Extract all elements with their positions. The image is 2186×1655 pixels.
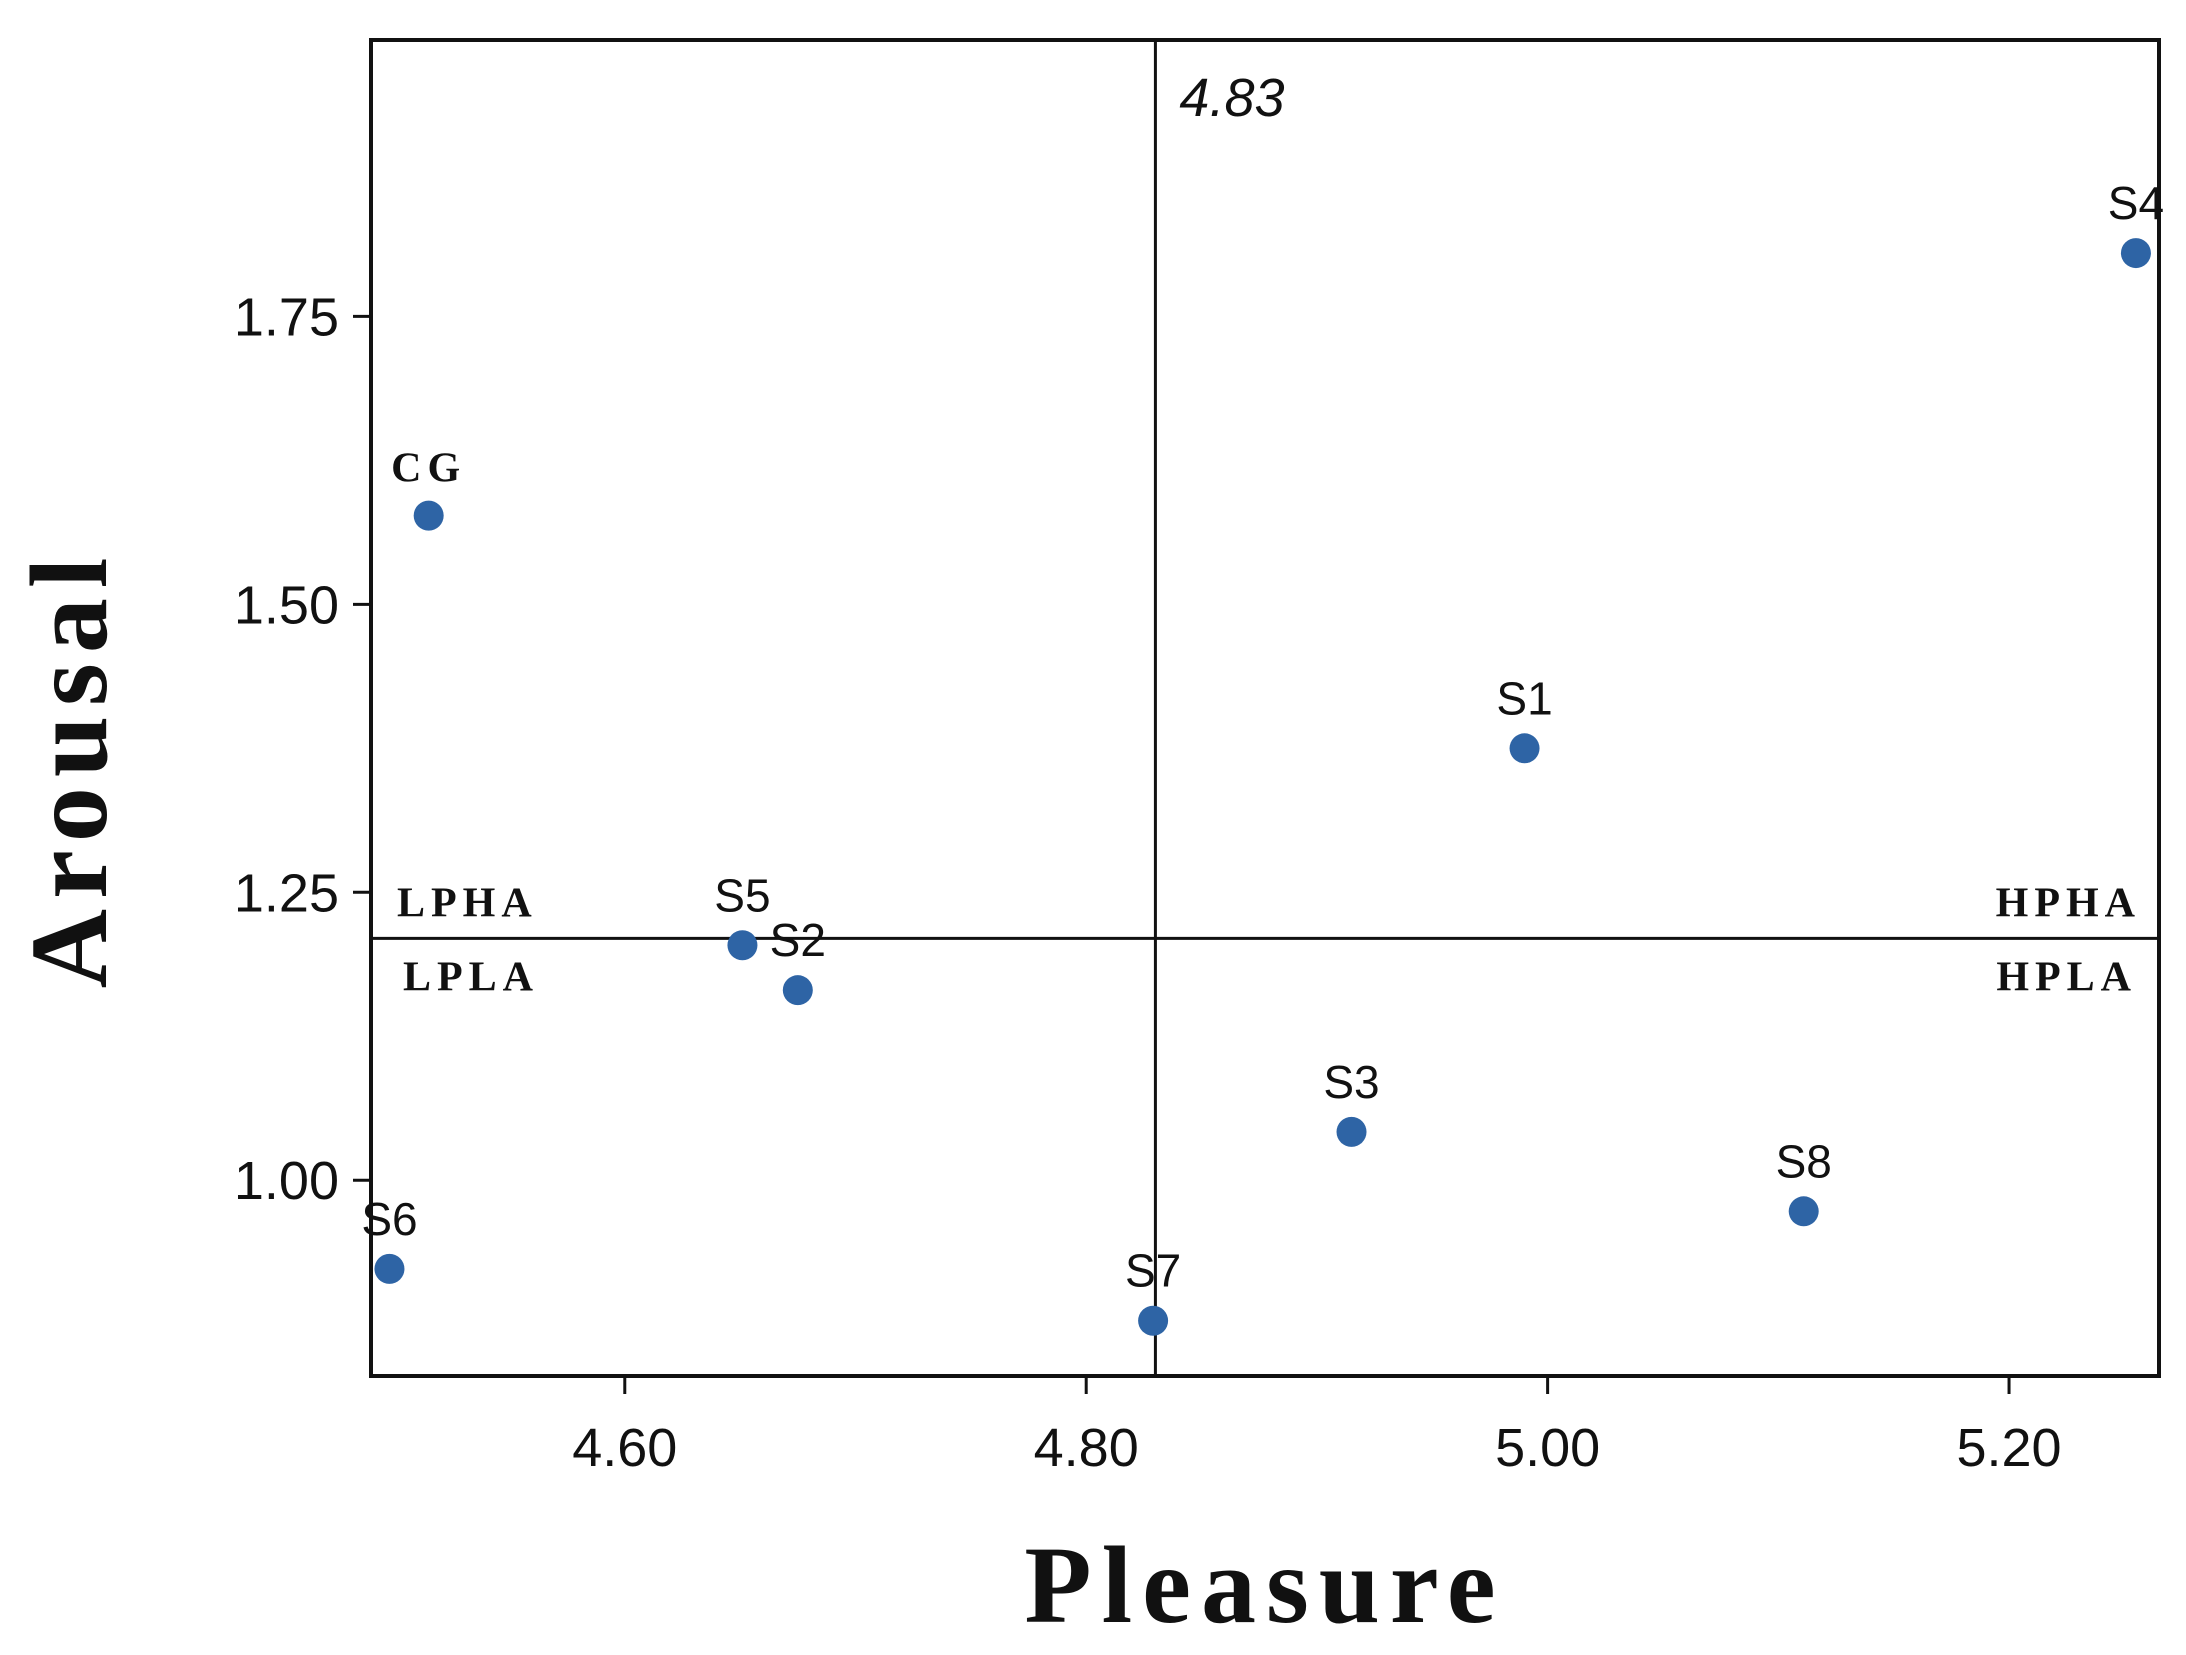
data-point-s3: [1336, 1116, 1367, 1147]
y-tick-label: 1.50: [234, 575, 339, 635]
reference-line-label: 4.83: [1179, 68, 1284, 128]
data-point-s8: [1788, 1196, 1819, 1227]
y-axis-title: Arousal: [8, 548, 130, 989]
x-tick-label: 5.20: [1956, 1418, 2061, 1478]
data-point-s4: [2120, 238, 2151, 269]
data-point-label-s6: S6: [361, 1193, 417, 1245]
data-point-label-s2: S2: [770, 914, 826, 966]
data-point-label-s8: S8: [1776, 1135, 1832, 1187]
x-tick-label: 4.60: [572, 1418, 677, 1478]
x-tick-label: 5.00: [1495, 1418, 1600, 1478]
data-point-s2: [782, 975, 813, 1006]
data-point-s5: [727, 930, 758, 961]
data-point-label-s7: S7: [1125, 1245, 1181, 1297]
data-point-cg: [413, 500, 444, 531]
y-tick-label: 1.25: [234, 863, 339, 923]
y-tick-label: 1.75: [234, 287, 339, 347]
data-point-label-s4: S4: [2108, 177, 2164, 229]
data-point-s6: [374, 1253, 405, 1284]
data-point-label-cg: CG: [391, 446, 466, 492]
quadrant-label-bottom-left: LPLA: [403, 954, 539, 1000]
data-point-label-s3: S3: [1323, 1056, 1379, 1108]
data-point-s7: [1138, 1305, 1169, 1336]
data-point-label-s1: S1: [1496, 672, 1552, 724]
x-tick-label: 4.80: [1034, 1418, 1139, 1478]
plot-frame: [369, 38, 2161, 1378]
data-point-s1: [1509, 733, 1540, 764]
data-point-label-s5: S5: [714, 869, 770, 921]
quadrant-label-top-right: HPHA: [1996, 880, 2141, 926]
y-tick-label: 1.00: [234, 1151, 339, 1211]
x-axis-title: Pleasure: [1024, 1524, 1505, 1646]
quadrant-label-top-left: LPHA: [397, 880, 538, 926]
quadrant-label-bottom-right: HPLA: [1996, 954, 2137, 1000]
